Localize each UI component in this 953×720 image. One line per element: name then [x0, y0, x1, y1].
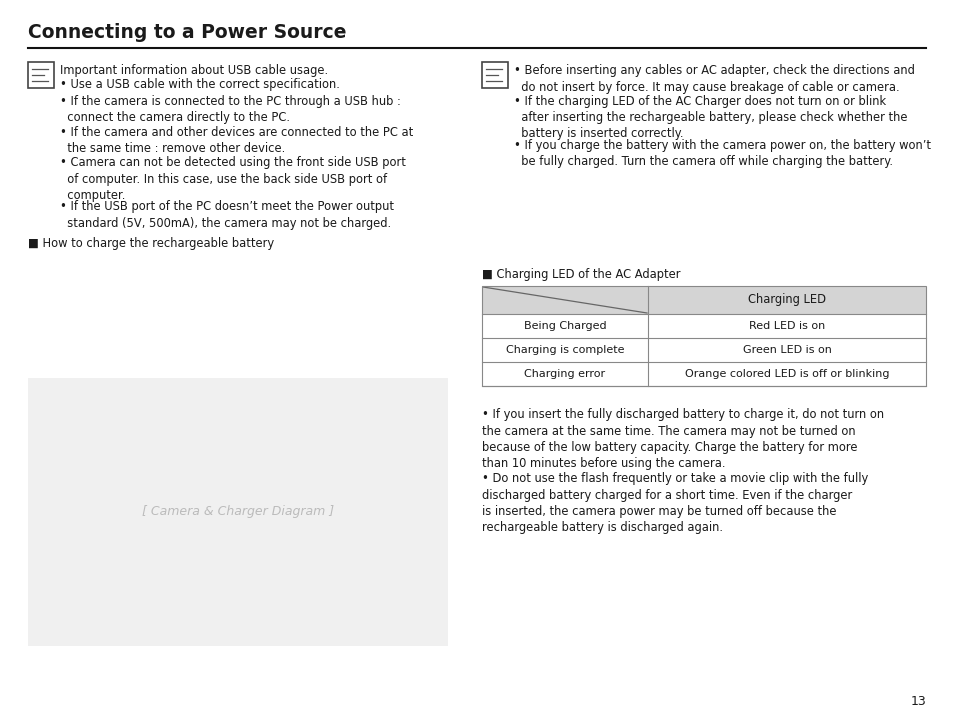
Text: • Camera can not be detected using the front side USB port
  of computer. In thi: • Camera can not be detected using the f…: [60, 156, 405, 202]
Text: 13: 13: [909, 695, 925, 708]
Text: Charging LED: Charging LED: [747, 294, 825, 307]
Bar: [481, 362, 925, 386]
Text: Charging is complete: Charging is complete: [505, 345, 623, 355]
Bar: [481, 286, 925, 386]
Text: • If the charging LED of the AC Charger does not turn on or blink
  after insert: • If the charging LED of the AC Charger …: [514, 94, 906, 140]
Text: • If the camera is connected to the PC through a USB hub :
  connect the camera : • If the camera is connected to the PC t…: [60, 95, 400, 125]
Text: • Do not use the flash frequently or take a movie clip with the fully
discharged: • Do not use the flash frequently or tak…: [481, 472, 867, 534]
Text: Charging error: Charging error: [524, 369, 605, 379]
Bar: [28, 62, 54, 88]
Text: • Before inserting any cables or AC adapter, check the directions and
  do not i: • Before inserting any cables or AC adap…: [514, 64, 914, 94]
Bar: [481, 286, 925, 314]
Bar: [481, 338, 925, 362]
Text: ■ How to charge the rechargeable battery: ■ How to charge the rechargeable battery: [28, 236, 274, 250]
Text: • If you charge the battery with the camera power on, the battery won’t
  be ful: • If you charge the battery with the cam…: [514, 138, 930, 168]
Text: • Use a USB cable with the correct specification.: • Use a USB cable with the correct speci…: [60, 78, 339, 91]
Bar: [481, 62, 507, 88]
Text: Important information about USB cable usage.: Important information about USB cable us…: [60, 64, 328, 77]
Text: Connecting to a Power Source: Connecting to a Power Source: [28, 23, 346, 42]
Bar: [28, 378, 448, 646]
Text: Orange colored LED is off or blinking: Orange colored LED is off or blinking: [684, 369, 888, 379]
Text: Being Charged: Being Charged: [523, 321, 606, 331]
Bar: [481, 314, 925, 338]
Text: • If the camera and other devices are connected to the PC at
  the same time : r: • If the camera and other devices are co…: [60, 125, 413, 155]
Text: • If you insert the fully discharged battery to charge it, do not turn on
the ca: • If you insert the fully discharged bat…: [481, 408, 883, 470]
Text: Red LED is on: Red LED is on: [748, 321, 824, 331]
Text: ■ Charging LED of the AC Adapter: ■ Charging LED of the AC Adapter: [481, 268, 679, 281]
Text: [ Camera & Charger Diagram ]: [ Camera & Charger Diagram ]: [142, 505, 334, 518]
Text: • If the USB port of the PC doesn’t meet the Power output
  standard (5V, 500mA): • If the USB port of the PC doesn’t meet…: [60, 200, 394, 230]
Text: Green LED is on: Green LED is on: [741, 345, 831, 355]
